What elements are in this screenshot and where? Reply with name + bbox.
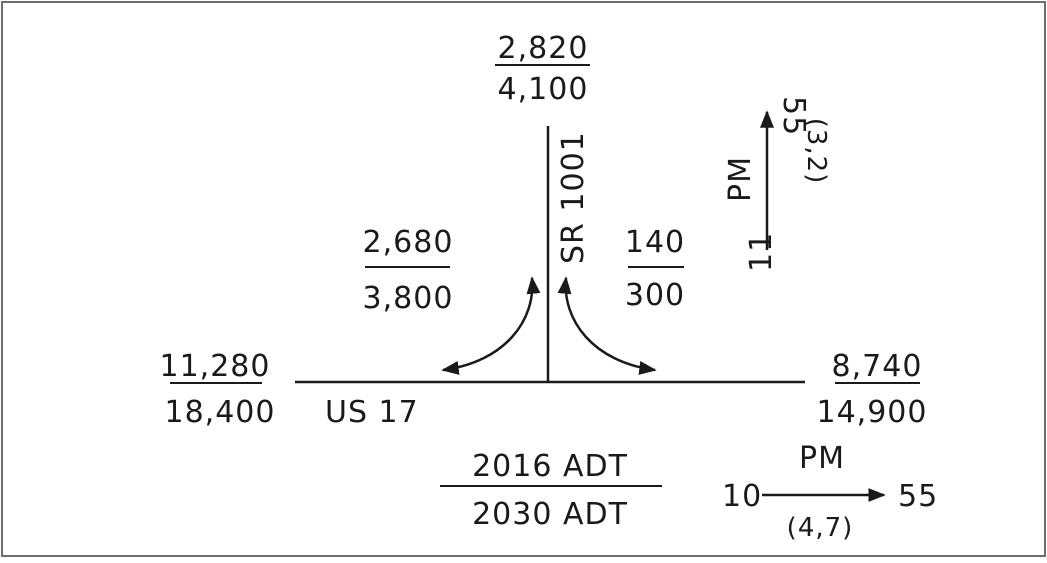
vertical-d-factor: 55 <box>776 96 811 136</box>
west-leg-current-volume: 11,280 <box>160 349 271 384</box>
left-turn-arrow <box>441 276 541 375</box>
right-turn-future-volume: 300 <box>625 278 685 313</box>
right-turn-current-volume: 140 <box>625 225 685 260</box>
north-leg-future-volume: 4,100 <box>498 72 589 107</box>
left-turn-current-volume: 2,680 <box>363 225 454 260</box>
east-leg-current-volume: 8,740 <box>832 349 923 384</box>
legend-current-year: 2016 ADT <box>472 449 628 484</box>
west-leg-future-volume: 18,400 <box>165 395 276 430</box>
side-road-label: SR 1001 <box>556 131 591 264</box>
left-turn-future-volume: 3,800 <box>363 281 454 316</box>
east-leg-future-volume: 14,900 <box>817 395 928 430</box>
legend-future-year: 2030 ADT <box>472 497 628 532</box>
horizontal-peak-period: PM <box>799 441 845 476</box>
main-road-label: US 17 <box>325 395 419 430</box>
horizontal-truck-percentages: (4,7) <box>787 513 854 543</box>
vertical-k-factor: 11 <box>744 232 779 272</box>
vertical-truck-percentages: (3,2) <box>801 118 831 185</box>
north-leg-current-volume: 2,820 <box>498 31 589 66</box>
vertical-peak-period: PM <box>723 156 758 202</box>
horizontal-d-factor: 55 <box>898 479 938 514</box>
right-turn-arrow <box>557 276 657 375</box>
horizontal-k-factor: 10 <box>722 479 762 514</box>
